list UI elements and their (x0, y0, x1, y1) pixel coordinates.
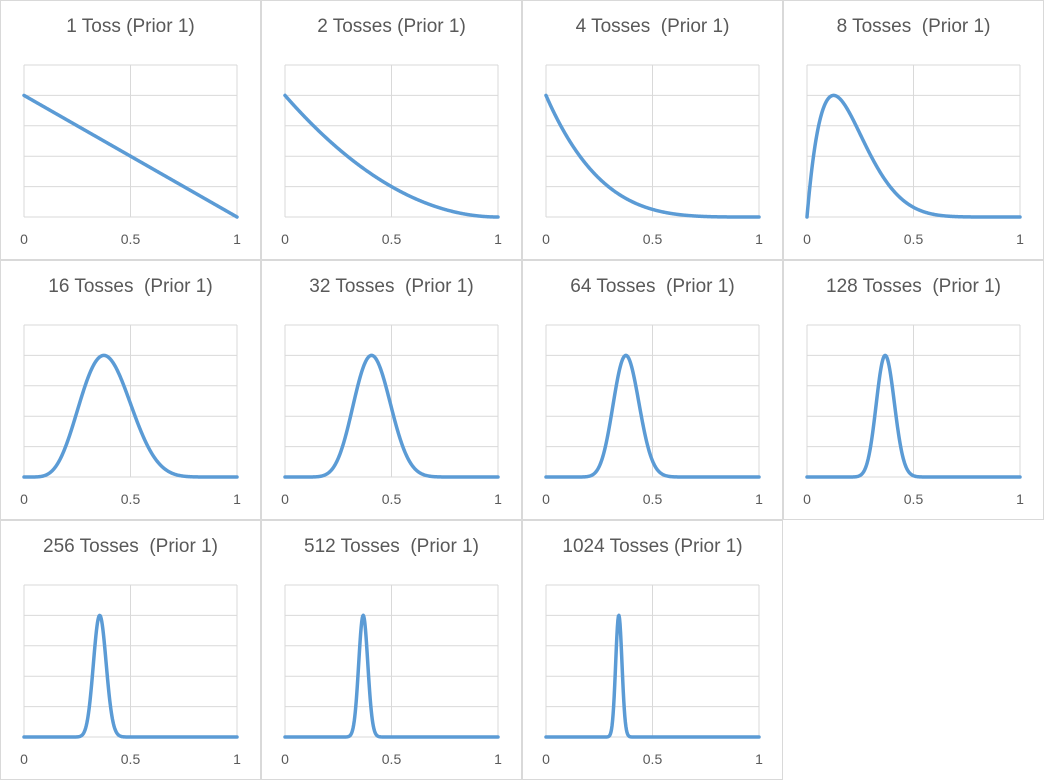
chart-panel: 8 Tosses (Prior 1) 0 0.5 1 (783, 0, 1044, 260)
chart-panel: 64 Tosses (Prior 1) 0 0.5 1 (522, 260, 783, 520)
chart-plot: 0 0.5 1 (803, 64, 1024, 247)
chart-panel: 16 Tosses (Prior 1) 0 0.5 1 (0, 260, 261, 520)
x-tick-label: 0.5 (121, 231, 141, 247)
chart-panel: 1024 Tosses (Prior 1) 0 0.5 1 (522, 520, 783, 780)
chart-title: 32 Tosses (Prior 1) (309, 276, 474, 297)
chart-title: 8 Tosses (Prior 1) (836, 16, 991, 37)
chart-panel: 2 Tosses (Prior 1) 0 0.5 1 (261, 0, 522, 260)
series-line (283, 93, 500, 219)
x-tick-label: 0.5 (121, 491, 141, 507)
x-tick-label: 0.5 (643, 231, 663, 247)
x-tick-label: 0.5 (382, 231, 402, 247)
chart-panel: 512 Tosses (Prior 1) 0 0.5 1 (261, 520, 522, 780)
x-tick-label: 0.5 (382, 751, 402, 767)
x-tick-label: 0.5 (121, 751, 141, 767)
series-line (805, 353, 1022, 479)
chart-title: 64 Tosses (Prior 1) (570, 276, 735, 297)
chart-title: 1024 Tosses (Prior 1) (562, 536, 743, 557)
x-tick-label: 0 (803, 491, 811, 507)
series-line (544, 613, 761, 739)
chart-plot: 0 0.5 1 (542, 324, 763, 507)
chart-title: 1 Toss (Prior 1) (66, 16, 195, 37)
chart-plot: 0 0.5 1 (281, 64, 502, 247)
chart-panel: 4 Tosses (Prior 1) 0 0.5 1 (522, 0, 783, 260)
x-tick-label: 1 (755, 231, 763, 247)
chart-title: 16 Tosses (Prior 1) (48, 276, 213, 297)
x-tick-label: 1 (233, 491, 241, 507)
x-tick-label: 0 (20, 231, 28, 247)
chart-title: 256 Tosses (Prior 1) (43, 536, 218, 557)
x-tick-label: 0.5 (643, 751, 663, 767)
chart-plot: 0 0.5 1 (20, 64, 241, 247)
x-tick-label: 0 (281, 751, 289, 767)
chart-plot: 0 0.5 1 (542, 64, 763, 247)
x-tick-label: 0 (542, 491, 550, 507)
x-tick-label: 1 (755, 751, 763, 767)
x-tick-label: 1 (494, 751, 502, 767)
x-tick-label: 0.5 (904, 231, 924, 247)
chart-panel: 1 Toss (Prior 1) 0 0.5 1 (0, 0, 261, 260)
x-tick-label: 0 (542, 751, 550, 767)
x-tick-label: 1 (755, 491, 763, 507)
x-tick-label: 0 (20, 491, 28, 507)
series-line (22, 613, 239, 739)
chart-plot: 0 0.5 1 (20, 324, 241, 507)
series-line (283, 353, 500, 479)
chart-title: 512 Tosses (Prior 1) (304, 536, 479, 557)
x-tick-label: 0 (281, 491, 289, 507)
series-line (22, 93, 239, 219)
x-tick-label: 0 (542, 231, 550, 247)
chart-plot: 0 0.5 1 (281, 324, 502, 507)
series-line (544, 353, 761, 479)
x-tick-label: 1 (233, 751, 241, 767)
x-tick-label: 1 (1016, 231, 1024, 247)
series-line (544, 93, 761, 219)
chart-plot: 0 0.5 1 (281, 584, 502, 767)
x-tick-label: 0.5 (904, 491, 924, 507)
series-line (22, 353, 239, 479)
chart-plot: 0 0.5 1 (803, 324, 1024, 507)
chart-title: 4 Tosses (Prior 1) (575, 16, 730, 37)
series-line (805, 93, 1022, 219)
x-tick-label: 1 (494, 491, 502, 507)
x-tick-label: 1 (494, 231, 502, 247)
chart-plot: 0 0.5 1 (20, 584, 241, 767)
chart-panel: 32 Tosses (Prior 1) 0 0.5 1 (261, 260, 522, 520)
x-tick-label: 0 (281, 231, 289, 247)
chart-panel: 256 Tosses (Prior 1) 0 0.5 1 (0, 520, 261, 780)
chart-title: 128 Tosses (Prior 1) (826, 276, 1001, 297)
chart-title: 2 Tosses (Prior 1) (317, 16, 466, 37)
x-tick-label: 1 (1016, 491, 1024, 507)
x-tick-label: 1 (233, 231, 241, 247)
series-line (283, 613, 500, 739)
chart-panel: 128 Tosses (Prior 1) 0 0.5 1 (783, 260, 1044, 520)
x-tick-label: 0.5 (382, 491, 402, 507)
chart-plot: 0 0.5 1 (542, 584, 763, 767)
x-tick-label: 0.5 (643, 491, 663, 507)
x-tick-label: 0 (803, 231, 811, 247)
x-tick-label: 0 (20, 751, 28, 767)
